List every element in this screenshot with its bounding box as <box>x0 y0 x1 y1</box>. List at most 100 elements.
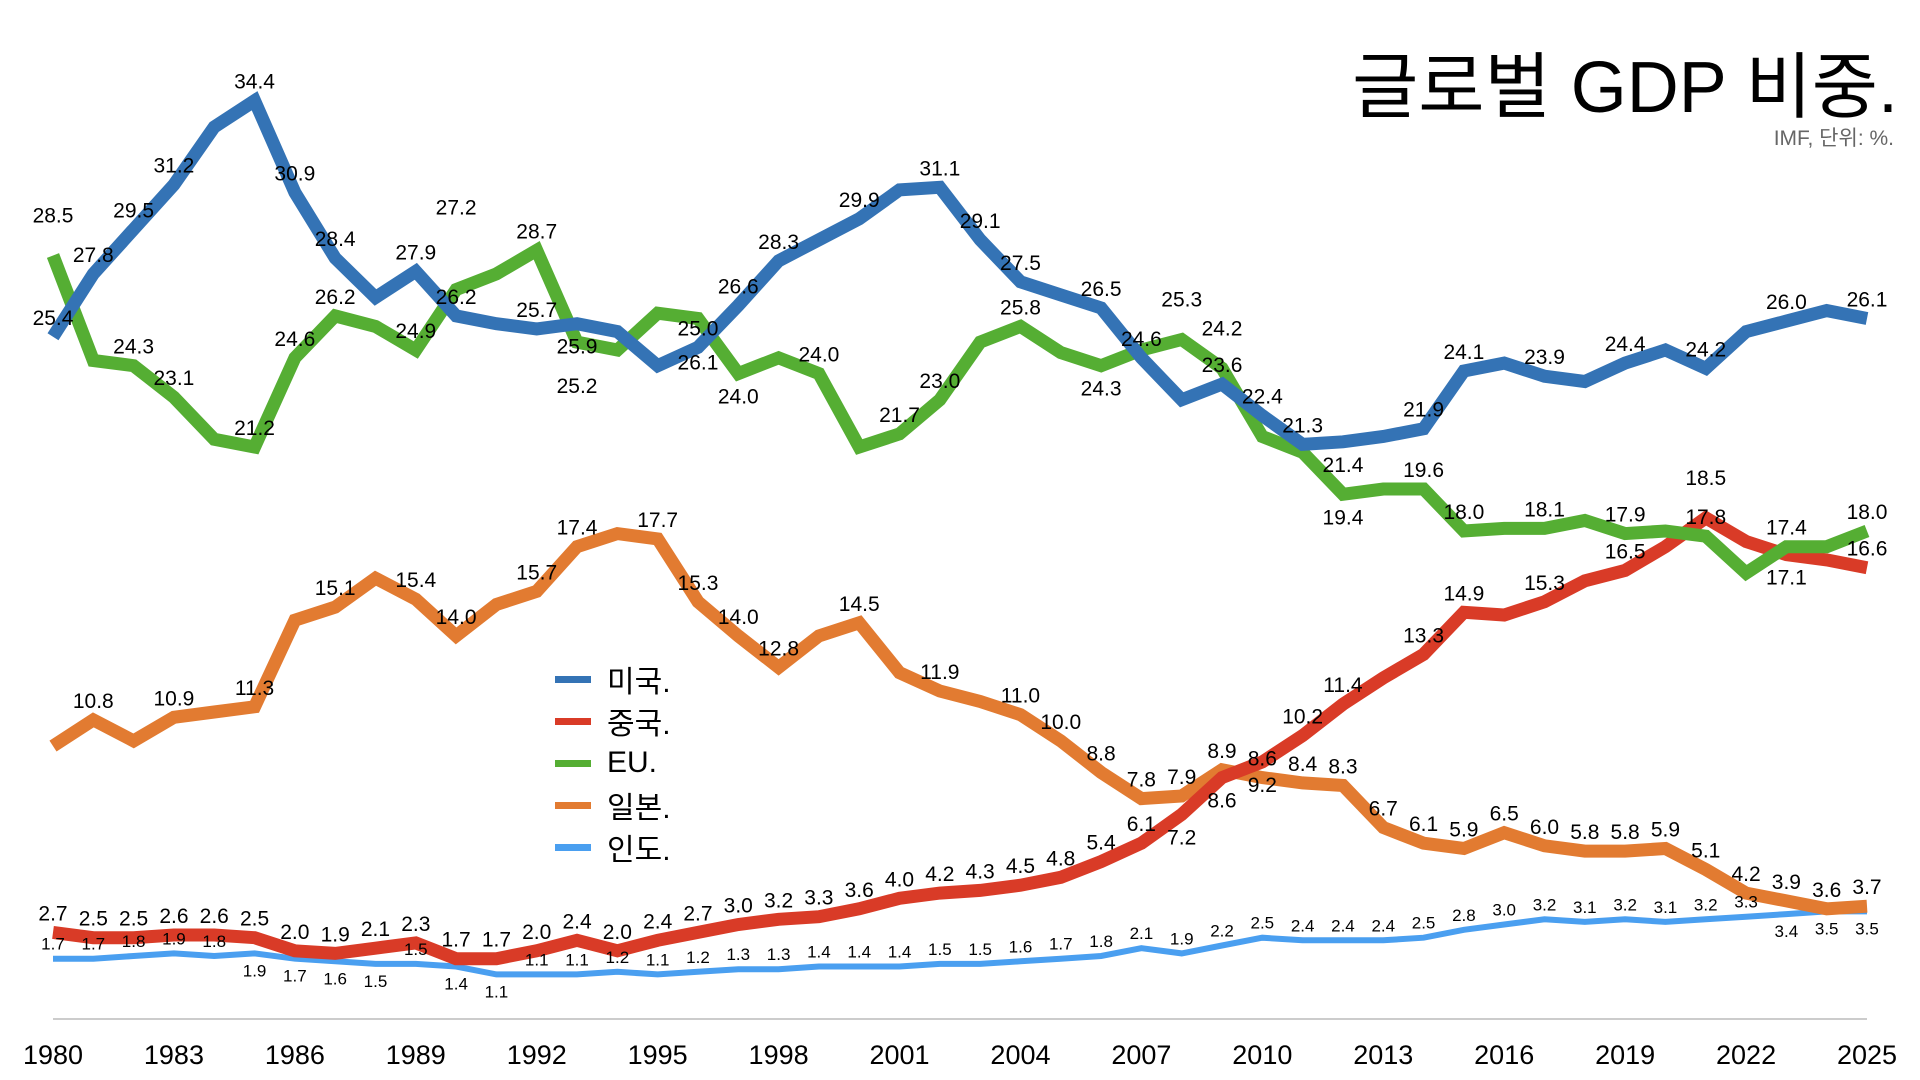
data-label-india: 2.8 <box>1452 906 1476 925</box>
data-label-japan: 7.8 <box>1127 769 1156 792</box>
data-label-india: 1.4 <box>888 943 912 962</box>
data-label-eu: 27.2 <box>436 197 477 220</box>
data-label-us: 31.1 <box>919 157 960 180</box>
data-label-us: 23.6 <box>1202 354 1243 377</box>
data-label-japan: 8.9 <box>1207 740 1236 763</box>
data-label-eu: 24.2 <box>1202 317 1243 340</box>
data-label-china: 8.6 <box>1207 790 1236 813</box>
data-label-japan: 15.3 <box>678 572 719 595</box>
data-label-india: 2.2 <box>1210 922 1234 941</box>
data-label-eu: 26.1 <box>678 351 719 374</box>
data-label-india: 2.1 <box>1130 924 1154 943</box>
data-label-india: 1.8 <box>202 932 226 951</box>
data-label-eu: 24.3 <box>113 336 154 359</box>
data-label-japan: 6.0 <box>1530 816 1559 839</box>
data-label-japan: 4.2 <box>1731 863 1760 886</box>
data-label-japan: 8.3 <box>1328 755 1357 778</box>
data-label-eu: 21.7 <box>879 404 920 427</box>
data-label-china: 2.0 <box>522 921 551 944</box>
data-label-japan: 17.7 <box>637 509 678 532</box>
data-label-india: 1.4 <box>444 975 468 994</box>
data-label-japan: 6.5 <box>1490 803 1519 826</box>
x-tick-label: 2016 <box>1474 1040 1534 1070</box>
data-label-india: 3.2 <box>1694 895 1718 914</box>
data-label-eu: 25.8 <box>1000 296 1041 319</box>
data-label-china: 16.5 <box>1605 540 1646 563</box>
legend-label: 미국. <box>607 666 671 699</box>
data-label-india: 3.1 <box>1573 898 1597 917</box>
data-label-china: 18.5 <box>1685 467 1726 490</box>
data-label-us: 21.9 <box>1403 399 1444 422</box>
legend-swatch <box>555 675 591 683</box>
data-label-china: 3.6 <box>845 879 874 902</box>
data-label-us: 24.6 <box>1121 328 1162 351</box>
data-label-india: 3.2 <box>1613 895 1637 914</box>
legend-item-china: 중국. <box>555 700 671 742</box>
data-label-china: 3.3 <box>804 887 833 910</box>
data-label-japan: 11.0 <box>1001 685 1040 708</box>
data-labels: 25.427.829.531.234.430.928.427.926.225.7… <box>33 71 1888 1002</box>
data-label-us: 26.2 <box>436 286 477 309</box>
data-label-japan: 5.9 <box>1651 818 1680 841</box>
data-label-china: 13.3 <box>1403 624 1444 647</box>
data-label-eu: 24.9 <box>395 320 436 343</box>
data-label-eu: 18.0 <box>1443 501 1484 524</box>
data-label-india: 2.4 <box>1291 916 1315 935</box>
legend-label: EU. <box>607 746 658 779</box>
data-label-india: 1.1 <box>646 950 670 969</box>
data-label-china: 5.4 <box>1086 832 1116 855</box>
data-label-china: 2.5 <box>240 908 269 931</box>
data-label-us: 25.9 <box>557 336 598 359</box>
data-label-us: 25.4 <box>33 307 74 330</box>
data-label-china: 2.6 <box>159 905 188 928</box>
data-label-japan: 7.9 <box>1167 766 1196 789</box>
x-tick-label: 2013 <box>1353 1040 1413 1070</box>
data-label-china: 1.7 <box>442 929 471 952</box>
data-label-japan: 10.9 <box>153 687 194 710</box>
data-label-eu: 23.1 <box>153 367 194 390</box>
data-label-china: 4.8 <box>1046 847 1075 870</box>
data-label-china: 4.2 <box>925 863 954 886</box>
data-label-japan: 5.8 <box>1570 821 1599 844</box>
data-label-japan: 14.5 <box>839 593 880 616</box>
legend-item-india: 인도. <box>555 826 671 868</box>
data-label-japan: 5.9 <box>1449 818 1478 841</box>
data-label-japan: 15.7 <box>516 561 557 584</box>
data-label-india: 3.5 <box>1855 919 1879 938</box>
data-label-china: 2.7 <box>683 902 712 925</box>
legend-swatch <box>555 843 591 851</box>
data-label-india: 3.0 <box>1492 901 1516 920</box>
data-label-china: 7.2 <box>1167 826 1196 849</box>
data-label-japan: 17.4 <box>557 517 598 540</box>
data-label-us: 30.9 <box>274 163 315 186</box>
data-label-japan: 5.8 <box>1611 821 1640 844</box>
data-label-india: 1.9 <box>1170 929 1194 948</box>
data-label-us: 25.0 <box>678 317 719 340</box>
data-label-india: 2.5 <box>1412 914 1436 933</box>
legend: 미국. 중국. EU. 일본. 인도. <box>555 658 671 868</box>
data-label-india: 1.3 <box>767 945 791 964</box>
data-label-india: 1.1 <box>565 950 589 969</box>
x-tick-label: 2019 <box>1595 1040 1655 1070</box>
legend-label: 일본. <box>607 792 671 825</box>
data-label-china: 2.5 <box>119 908 148 931</box>
data-label-us: 27.9 <box>395 241 436 264</box>
data-label-china: 6.1 <box>1127 813 1156 836</box>
legend-item-eu: EU. <box>555 742 671 784</box>
data-label-india: 1.3 <box>726 945 750 964</box>
data-label-japan: 15.1 <box>315 577 356 600</box>
data-label-japan: 10.8 <box>73 690 114 713</box>
data-label-china: 3.2 <box>764 889 793 912</box>
series-line-eu <box>46 241 1870 582</box>
data-label-china: 4.5 <box>1006 855 1035 878</box>
data-label-japan: 10.0 <box>1040 711 1081 734</box>
data-label-india: 1.7 <box>41 935 65 954</box>
data-label-china: 4.0 <box>885 868 914 891</box>
x-tick-label: 1995 <box>628 1040 688 1070</box>
data-label-china: 2.0 <box>280 921 309 944</box>
data-label-china: 2.6 <box>200 905 229 928</box>
series-line-japan <box>49 526 1868 916</box>
data-label-india: 1.6 <box>1009 937 1033 956</box>
x-tick-label: 2007 <box>1111 1040 1171 1070</box>
x-tick-label: 1989 <box>386 1040 446 1070</box>
